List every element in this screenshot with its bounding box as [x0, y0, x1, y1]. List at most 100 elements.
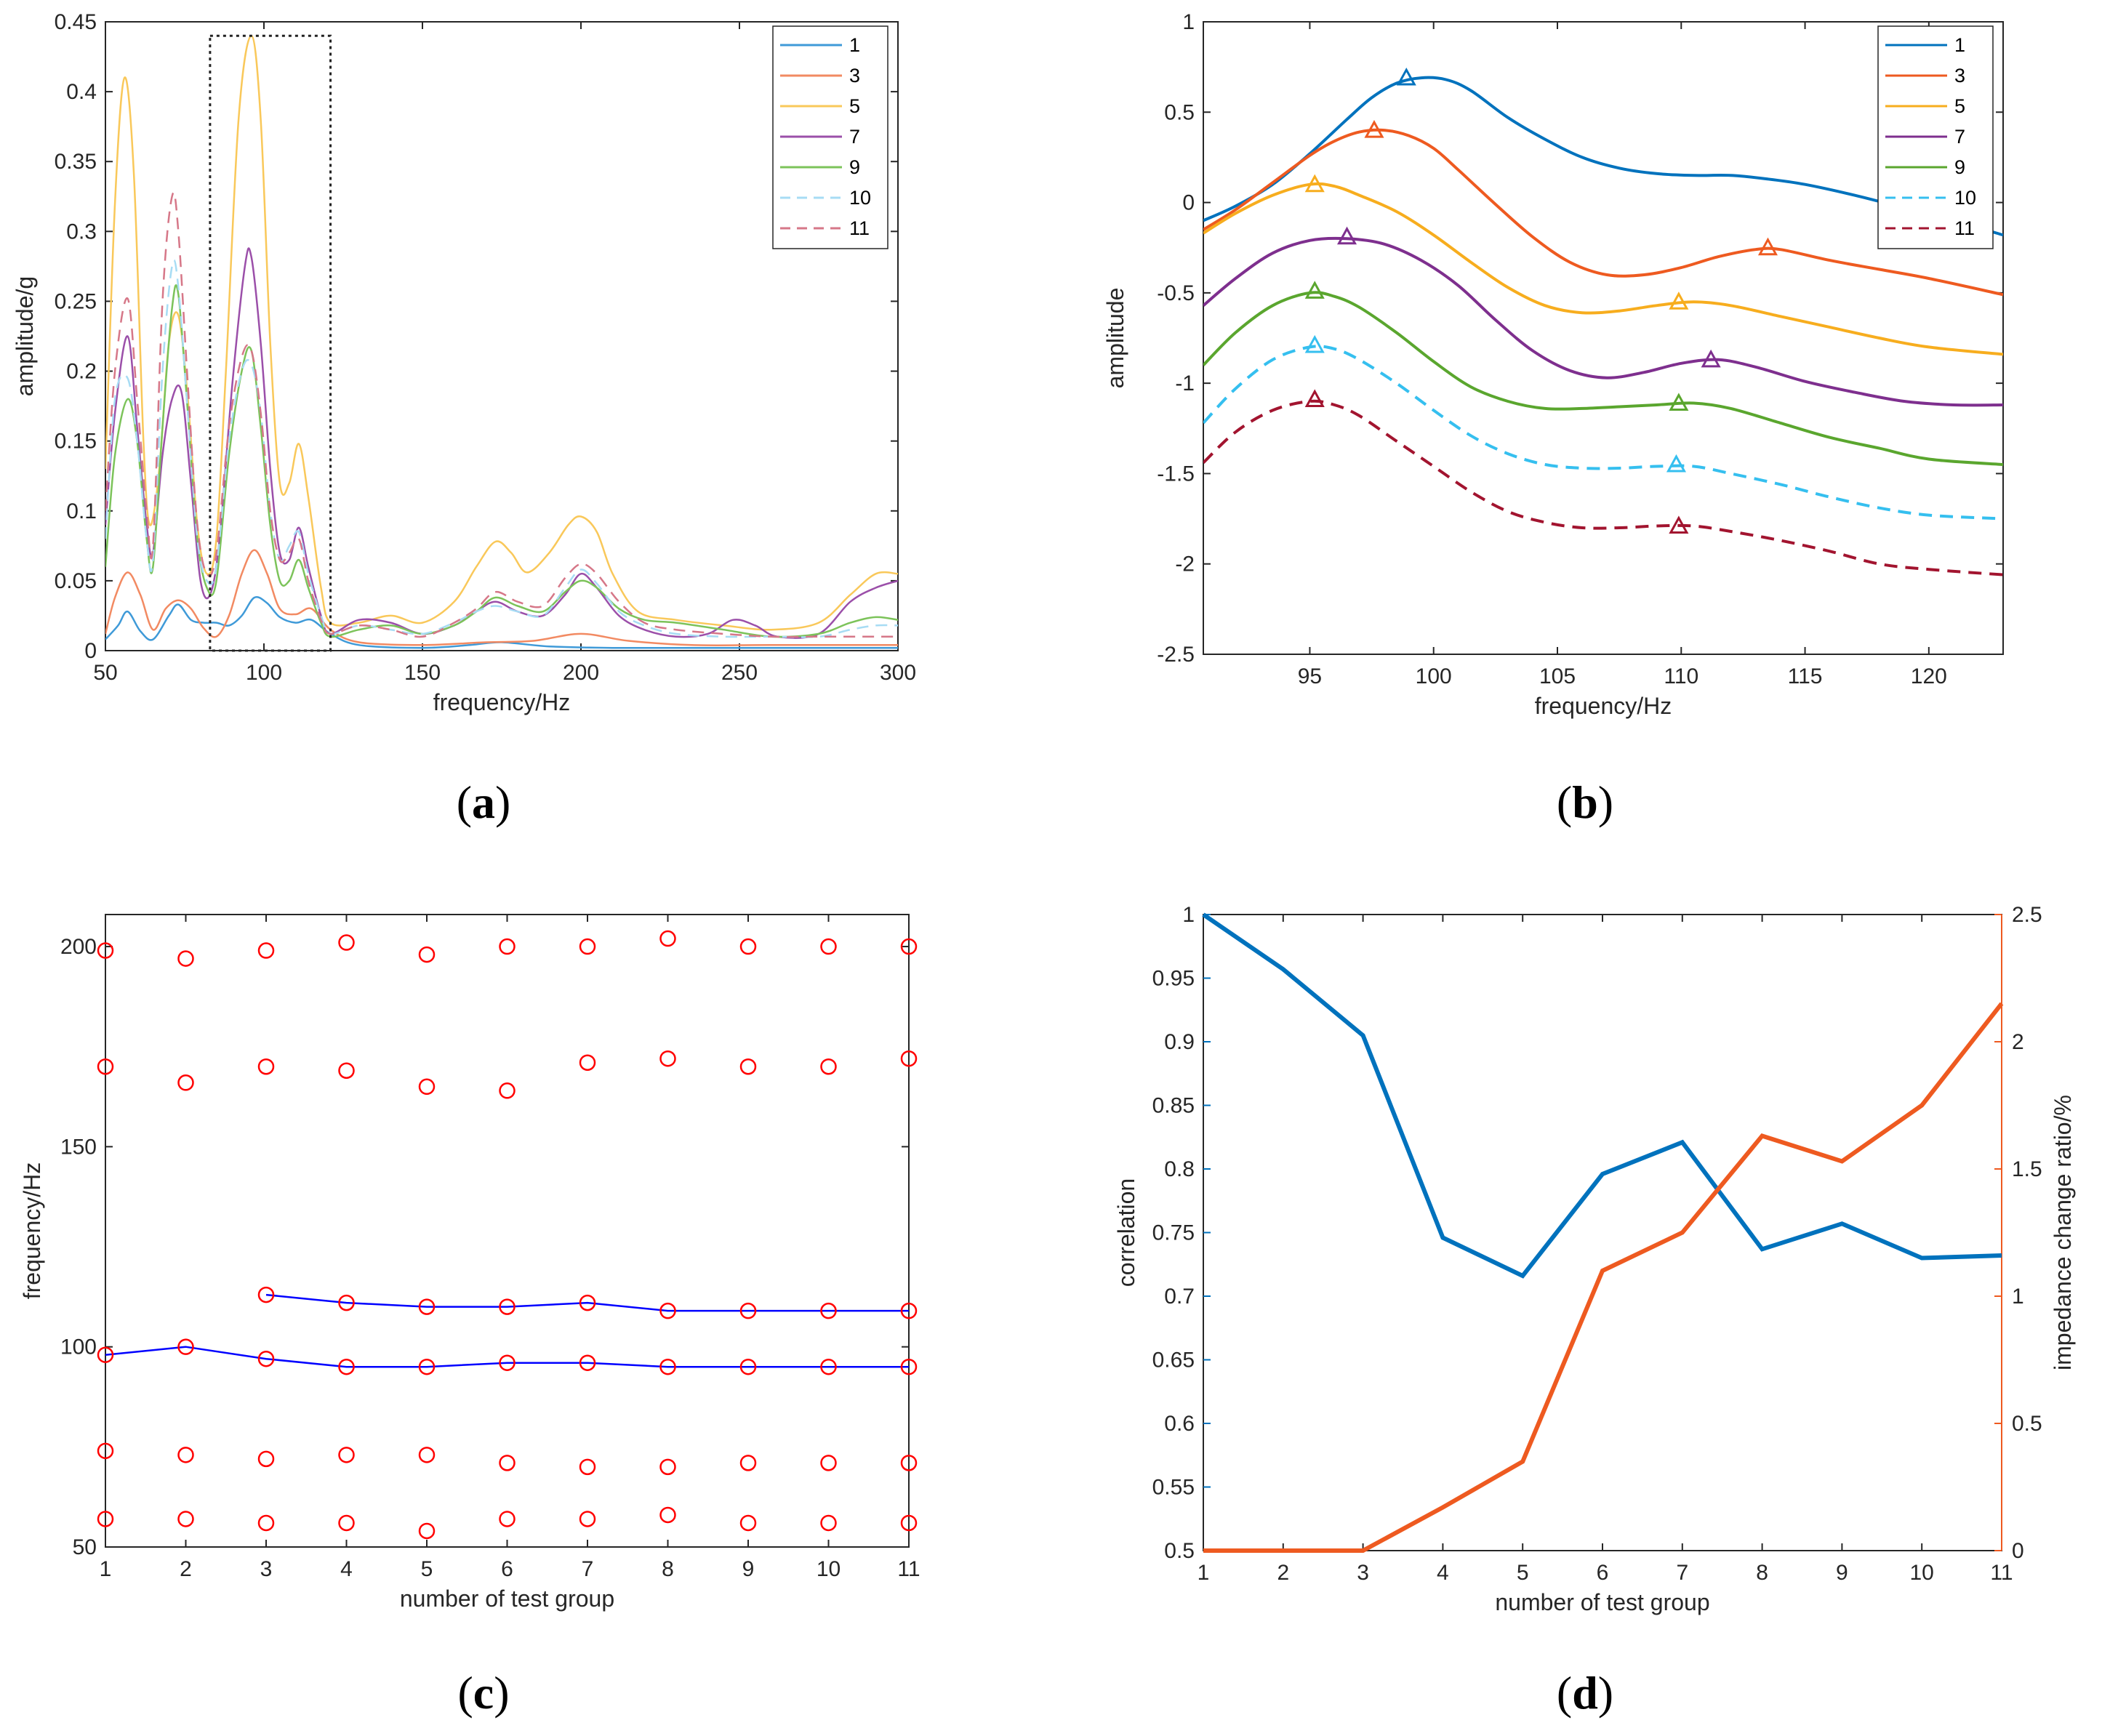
peak-marker-7 [1701, 349, 1721, 368]
y-tick-label: 0.45 [55, 10, 97, 34]
peak-marker-7 [1336, 226, 1357, 245]
y-tick-label: -1.5 [1157, 462, 1195, 486]
x-tick-label: 110 [1664, 664, 1698, 688]
scatter-point [177, 950, 194, 967]
series-line-5 [1203, 182, 2003, 356]
x-tick-label: 5 [421, 1557, 433, 1581]
x-tick-label: 10 [817, 1557, 841, 1581]
scatter-point [97, 1511, 114, 1527]
x-tick-label: 8 [1756, 1561, 1768, 1585]
x-tick-label: 8 [662, 1557, 674, 1581]
x-tick-label: 10 [1910, 1561, 1934, 1585]
series-line-7 [105, 247, 898, 639]
legend-label-7: 7 [849, 126, 860, 148]
scatter-point [820, 1514, 837, 1532]
scatter-point [97, 1058, 114, 1075]
y-tick-label: 0.85 [1152, 1094, 1195, 1118]
y-tick-label: 0 [1182, 191, 1195, 215]
scatter-point [820, 1302, 837, 1319]
x-tick-label: 95 [1298, 664, 1322, 688]
y-axis-label: frequency/Hz [19, 1162, 45, 1300]
legend-label-11: 11 [849, 217, 870, 239]
y-tick-label: 0.95 [1152, 967, 1195, 991]
y-tick-label: 0.65 [1152, 1349, 1195, 1373]
x-tick-label: 4 [340, 1557, 353, 1581]
scatter-point [97, 1442, 114, 1460]
scatter-point [579, 1354, 596, 1371]
scatter-point [900, 1302, 918, 1319]
y-axis-label: amplitude [1102, 288, 1128, 389]
x-axis-label: frequency/Hz [1535, 693, 1672, 719]
x-tick-label: 6 [501, 1557, 513, 1581]
x-tick-label: 7 [582, 1557, 594, 1581]
y-tick-label: -2.5 [1157, 643, 1195, 667]
y-tick-label: -1 [1175, 371, 1195, 395]
scatter-point [579, 1511, 596, 1527]
series-line-3 [105, 549, 898, 646]
scatter-point [659, 1050, 676, 1067]
series-line-11 [105, 191, 898, 638]
y-tick-label: 0.7 [1164, 1285, 1195, 1309]
legend-label-10: 10 [1954, 187, 1976, 209]
y-tick-label: 150 [60, 1135, 97, 1159]
legend-label-9: 9 [849, 156, 860, 178]
y-tick-label: 1 [1182, 10, 1195, 34]
x-tick-label: 2 [1277, 1561, 1289, 1585]
x-tick-label: 11 [897, 1557, 920, 1581]
x-tick-label: 4 [1437, 1561, 1449, 1585]
legend-label-7: 7 [1954, 126, 1965, 148]
scatter-point [418, 1358, 436, 1375]
y-right-tick-label: 1 [2012, 1285, 2024, 1309]
scatter-point [739, 1455, 757, 1471]
x-tick-label: 100 [246, 661, 282, 685]
scatter-point [418, 1298, 436, 1315]
legend-label-9: 9 [1954, 156, 1965, 178]
legend-label-11: 11 [1954, 217, 1975, 239]
scatter-point [820, 938, 837, 955]
plot-frame [105, 21, 899, 651]
x-tick-label: 250 [721, 661, 758, 685]
x-tick-label: 9 [742, 1557, 755, 1581]
scatter-point [499, 1082, 516, 1099]
zoom-box [209, 34, 332, 652]
scatter-point [97, 942, 114, 959]
x-tick-label: 5 [1517, 1561, 1529, 1585]
y-tick-label: 0.1 [66, 499, 97, 523]
scatter-point [579, 1458, 596, 1476]
x-tick-label: 300 [880, 661, 916, 685]
legend-label-1: 1 [1954, 34, 1965, 56]
x-tick-label: 105 [1539, 664, 1576, 688]
x-axis-label: frequency/Hz [433, 689, 571, 715]
scatter-point [177, 1511, 194, 1527]
scatter-point [338, 1447, 355, 1463]
scatter-point [257, 1058, 275, 1075]
legend-label-3: 3 [1954, 65, 1965, 87]
scatter-point [579, 938, 596, 955]
y-tick-label: 0.15 [55, 430, 97, 454]
y-tick-label: 1 [1182, 903, 1195, 927]
panel-caption: (d) [1557, 1667, 1613, 1719]
y-tick-label: 0.8 [1164, 1157, 1195, 1181]
scatter-point [257, 1350, 275, 1367]
scatter-point [338, 1062, 355, 1079]
x-tick-label: 1 [1198, 1561, 1210, 1585]
x-tick-label: 115 [1788, 664, 1823, 688]
series-line-5 [105, 34, 898, 631]
scatter-point [418, 946, 436, 963]
series-line-7 [1203, 236, 2003, 407]
y-tick-label: 0.75 [1152, 1221, 1195, 1245]
panel-caption: (b) [1557, 776, 1613, 828]
y-tick-label: 50 [73, 1535, 97, 1559]
panel-caption: (c) [457, 1667, 509, 1719]
legend-label-3: 3 [849, 65, 860, 87]
y-tick-label: 0.5 [1164, 1539, 1195, 1563]
series-group [1203, 76, 2003, 576]
scatter-point [900, 1358, 918, 1375]
series-line-10 [105, 259, 898, 638]
scatter-point [739, 1514, 757, 1532]
panel-b: 95 100 105 110 115 120-2.5-2-1.5-1-0.500.51fr… [1102, 10, 2004, 828]
y-tick-label: 0.55 [1152, 1476, 1195, 1500]
trend-line-2 [265, 1293, 909, 1312]
scatter-point [659, 930, 676, 947]
scatter-point [579, 1054, 596, 1071]
